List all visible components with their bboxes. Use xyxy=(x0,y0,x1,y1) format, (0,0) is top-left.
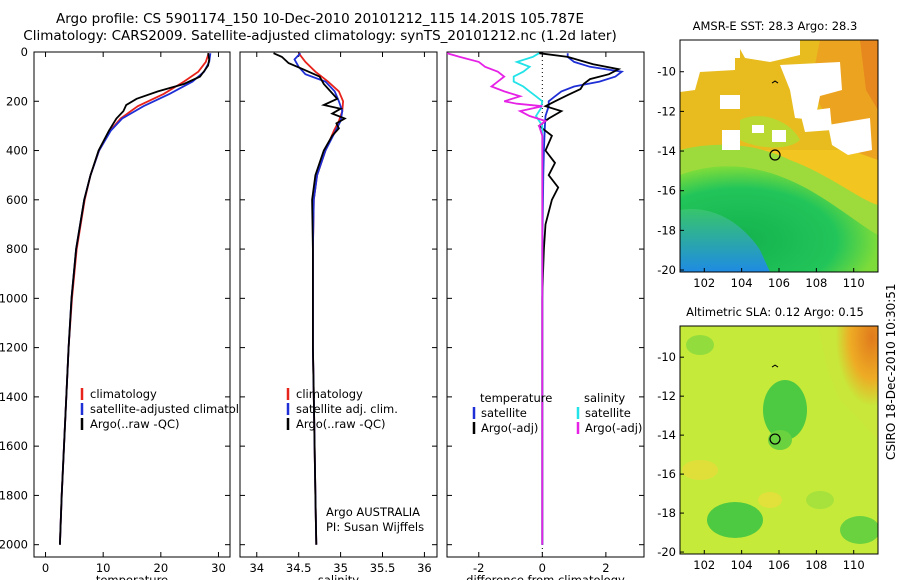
sla_map-ytick-label: -16 xyxy=(657,467,676,481)
sla_map-xtick-label: 104 xyxy=(731,558,753,572)
sla_map-xtick-label: 106 xyxy=(768,558,790,572)
salinity-legend-label: Argo(..raw -QC) xyxy=(296,417,386,431)
header-line-1: Argo profile: CS 5901174_150 10-Dec-2010… xyxy=(55,11,585,27)
diff-legend-label: satellite xyxy=(481,406,527,420)
pi-label: PI: Susan Wijffels xyxy=(326,520,424,534)
depth-tick-label: 1600 xyxy=(0,439,28,453)
sst_map-ytick-label: -20 xyxy=(657,263,676,277)
salinity-xtick-label: 35.5 xyxy=(370,561,396,575)
salinity-plot-frame xyxy=(239,51,438,558)
sst_map-xtick-label: 110 xyxy=(843,276,865,290)
temperature-series-argo xyxy=(59,53,211,545)
salinity-series-argo xyxy=(273,52,347,545)
difference-xlabel: difference from climatology xyxy=(466,573,625,580)
sla_map-argo-marker xyxy=(769,433,781,445)
temperature-xtick-label: 20 xyxy=(154,561,169,575)
temperature-plot-frame xyxy=(33,51,231,558)
sla_map-ytick-label: -14 xyxy=(657,428,676,442)
salinity-xtick-label: 35 xyxy=(333,561,348,575)
depth-tick-label: 2000 xyxy=(0,538,28,552)
sst_map-xtick-label: 102 xyxy=(693,276,715,290)
sla_map-ytick-label: -20 xyxy=(657,545,676,559)
diff-legend-label: Argo(-adj) xyxy=(481,421,538,435)
difference-xtick-label: -2 xyxy=(473,561,484,575)
header-line-2: Climatology: CARS2009. Satellite-adjuste… xyxy=(23,28,617,44)
difference-xtick-label: 0 xyxy=(539,561,546,575)
depth-tick-label: 1000 xyxy=(0,291,28,305)
float-owner-label: Argo AUSTRALIA xyxy=(326,505,420,519)
difference-xtick-label: 2 xyxy=(602,561,609,575)
temperature-legend-label: climatology xyxy=(90,387,157,401)
temperature-xtick-label: 30 xyxy=(211,561,226,575)
depth-tick-label: 1800 xyxy=(0,488,28,502)
diff-legend-label: satellite xyxy=(585,406,631,420)
sst_map-argo-marker xyxy=(769,149,781,161)
depth-tick-label: 0 xyxy=(21,45,28,59)
temperature-legend-label: Argo(..raw -QC) xyxy=(90,417,180,431)
sla_map-xtick-label: 108 xyxy=(805,558,827,572)
sst_map-track-mark xyxy=(771,80,779,84)
sla_map-title: Altimetric SLA: 0.12 Argo: 0.15 xyxy=(686,305,864,319)
depth-tick-label: 600 xyxy=(6,193,28,207)
sla-map-field xyxy=(680,326,878,554)
diff-legend-salinity-title: salinity xyxy=(584,391,625,405)
sst_map-xtick-label: 106 xyxy=(768,276,790,290)
sst_map-title: AMSR-E SST: 28.3 Argo: 28.3 xyxy=(693,19,858,33)
temperature-xtick-label: 0 xyxy=(42,561,49,575)
sst_map-ytick-label: -16 xyxy=(657,184,676,198)
sst_map-ytick-label: -12 xyxy=(657,104,676,118)
depth-tick-label: 800 xyxy=(6,242,28,256)
sla_map-ytick-label: -10 xyxy=(657,350,676,364)
temperature-legend-label: satellite-adjusted climatology xyxy=(90,402,260,416)
salinity-xlabel: salinity xyxy=(318,573,359,580)
depth-tick-label: 400 xyxy=(6,144,28,158)
sst_map-ytick-label: -14 xyxy=(657,144,676,158)
salinity-xtick-label: 34.5 xyxy=(286,561,312,575)
salinity-legend-label: climatology xyxy=(296,387,363,401)
sst_map-ytick-label: -10 xyxy=(657,65,676,79)
salinity-legend-label: satellite adj. clim. xyxy=(296,402,398,416)
diff-legend-temperature-title: temperature xyxy=(480,391,552,405)
sla_map-ytick-label: -12 xyxy=(657,389,676,403)
sla_map-track-mark xyxy=(771,364,779,368)
depth-tick-label: 1200 xyxy=(0,341,28,355)
sst_map-ytick-label: -18 xyxy=(657,223,676,237)
temperature-xlabel: temperature xyxy=(96,573,168,580)
sst_map-xtick-label: 108 xyxy=(805,276,827,290)
salinity-xtick-label: 36 xyxy=(417,561,432,575)
salinity-xtick-label: 34 xyxy=(249,561,264,575)
depth-tick-label: 1400 xyxy=(0,390,28,404)
difference-plot-frame xyxy=(446,51,645,558)
sla_map-ytick-label: -18 xyxy=(657,506,676,520)
depth-tick-label: 200 xyxy=(6,94,28,108)
temperature-xtick-label: 10 xyxy=(96,561,111,575)
difference-series-sal-argo xyxy=(446,52,548,545)
diff-legend-label: Argo(-adj) xyxy=(585,421,642,435)
sst_map-xtick-label: 104 xyxy=(731,276,753,290)
sla_map-xtick-label: 110 xyxy=(843,558,865,572)
sst-map-field xyxy=(680,40,878,272)
sla_map-xtick-label: 102 xyxy=(693,558,715,572)
